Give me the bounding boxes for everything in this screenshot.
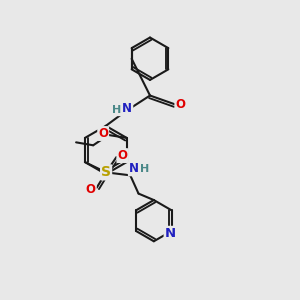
Text: H: H (140, 164, 149, 174)
Text: N: N (165, 227, 176, 240)
Text: O: O (98, 127, 108, 140)
Text: S: S (101, 165, 111, 179)
Text: N: N (129, 162, 139, 175)
Text: H: H (112, 105, 122, 115)
Text: O: O (117, 149, 127, 162)
Text: O: O (86, 183, 96, 196)
Text: O: O (175, 98, 185, 111)
Text: N: N (122, 102, 132, 115)
